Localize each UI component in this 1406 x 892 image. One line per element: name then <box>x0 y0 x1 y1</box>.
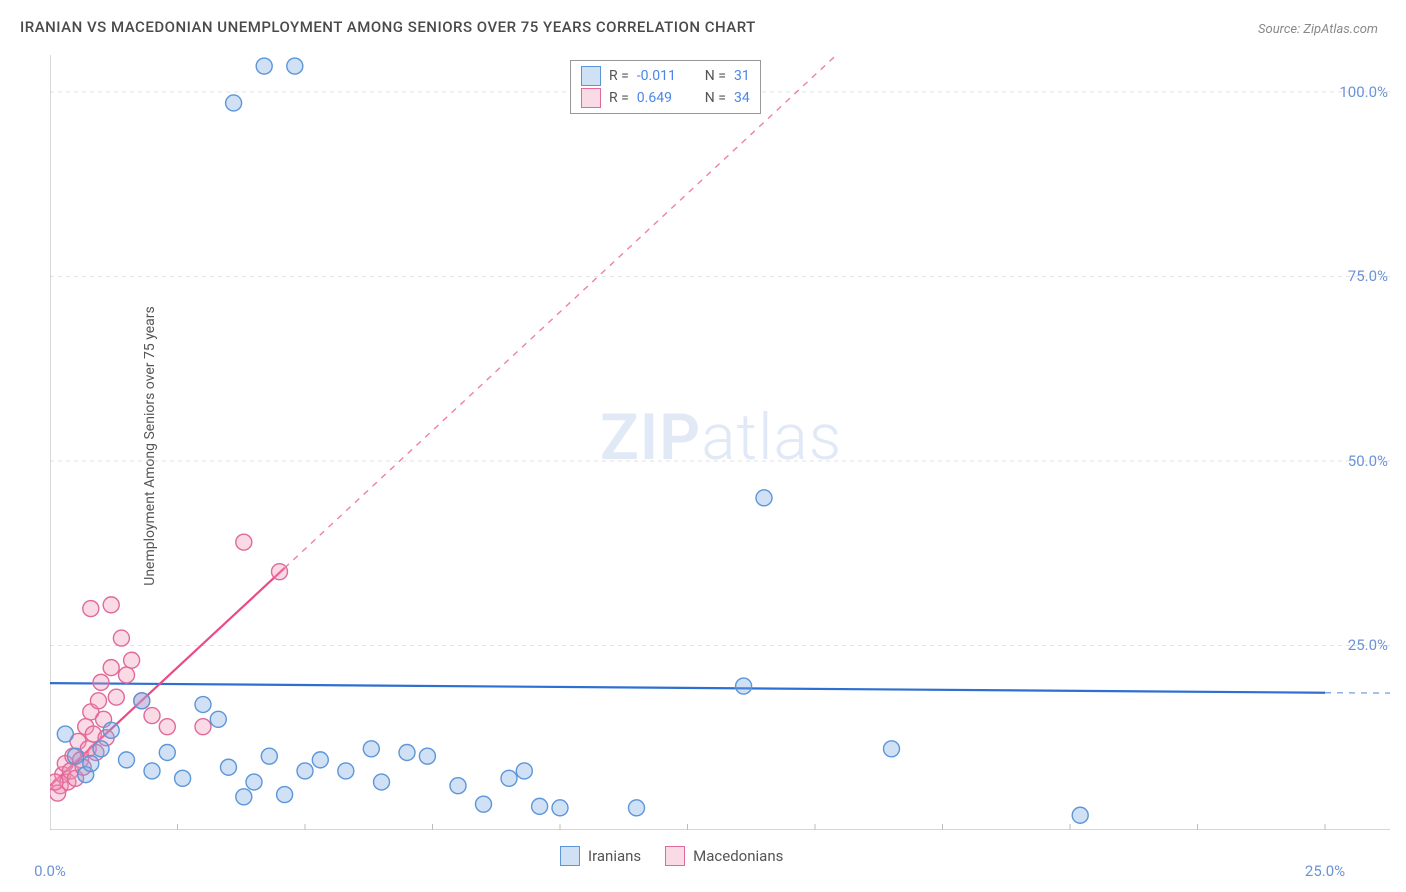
correlation-legend-row: R =-0.011N =31 <box>581 65 750 87</box>
chart-title: IRANIAN VS MACEDONIAN UNEMPLOYMENT AMONG… <box>20 18 756 36</box>
correlation-legend-row: R =0.649N =34 <box>581 87 750 109</box>
source-label: Source: ZipAtlas.com <box>1258 22 1378 37</box>
legend-swatch <box>665 846 685 866</box>
x-tick-label: 25.0% <box>1305 862 1345 880</box>
series-legend-item: Macedonians <box>665 846 783 866</box>
legend-swatch <box>581 66 601 86</box>
correlation-legend: R =-0.011N =31R =0.649N =34 <box>570 60 761 114</box>
scatter-plot <box>50 55 1390 830</box>
y-tick-label: 25.0% <box>1348 636 1388 654</box>
y-tick-label: 100.0% <box>1339 83 1388 101</box>
y-tick-label: 50.0% <box>1348 452 1388 470</box>
legend-swatch <box>581 88 601 108</box>
x-tick-label: 0.0% <box>34 862 66 880</box>
y-tick-label: 75.0% <box>1348 267 1388 285</box>
series-legend: Iranians Macedonians <box>560 846 783 866</box>
legend-swatch <box>560 846 580 866</box>
series-legend-item: Iranians <box>560 846 641 866</box>
